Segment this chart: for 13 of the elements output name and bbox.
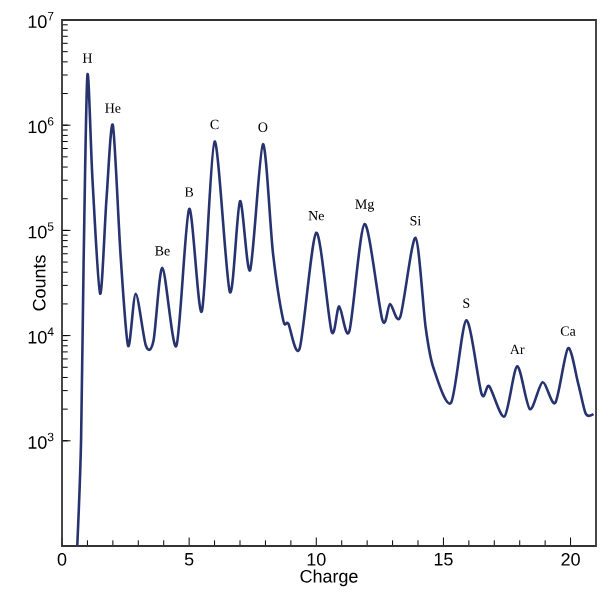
- x-tick-label: 20: [561, 553, 580, 566]
- x-axis-title: Charge: [300, 569, 358, 587]
- y-tick-label: 10$^{3}$: [28, 432, 54, 449]
- x-tick-label: 0: [57, 553, 67, 566]
- y-axis-title: Counts: [32, 255, 46, 311]
- y-tick-label: 10$^{7}$: [28, 11, 54, 29]
- line-series: [75, 73, 595, 546]
- y-tick-label: 10$^{4}$: [28, 327, 54, 344]
- y-tick-label: 10$^{6}$: [28, 117, 54, 134]
- x-tick-label: 10: [307, 553, 326, 566]
- x-tick-label: 15: [434, 553, 453, 566]
- y-tick-label: 10$^{5}$: [28, 222, 54, 239]
- x-tick-label: 5: [184, 553, 194, 566]
